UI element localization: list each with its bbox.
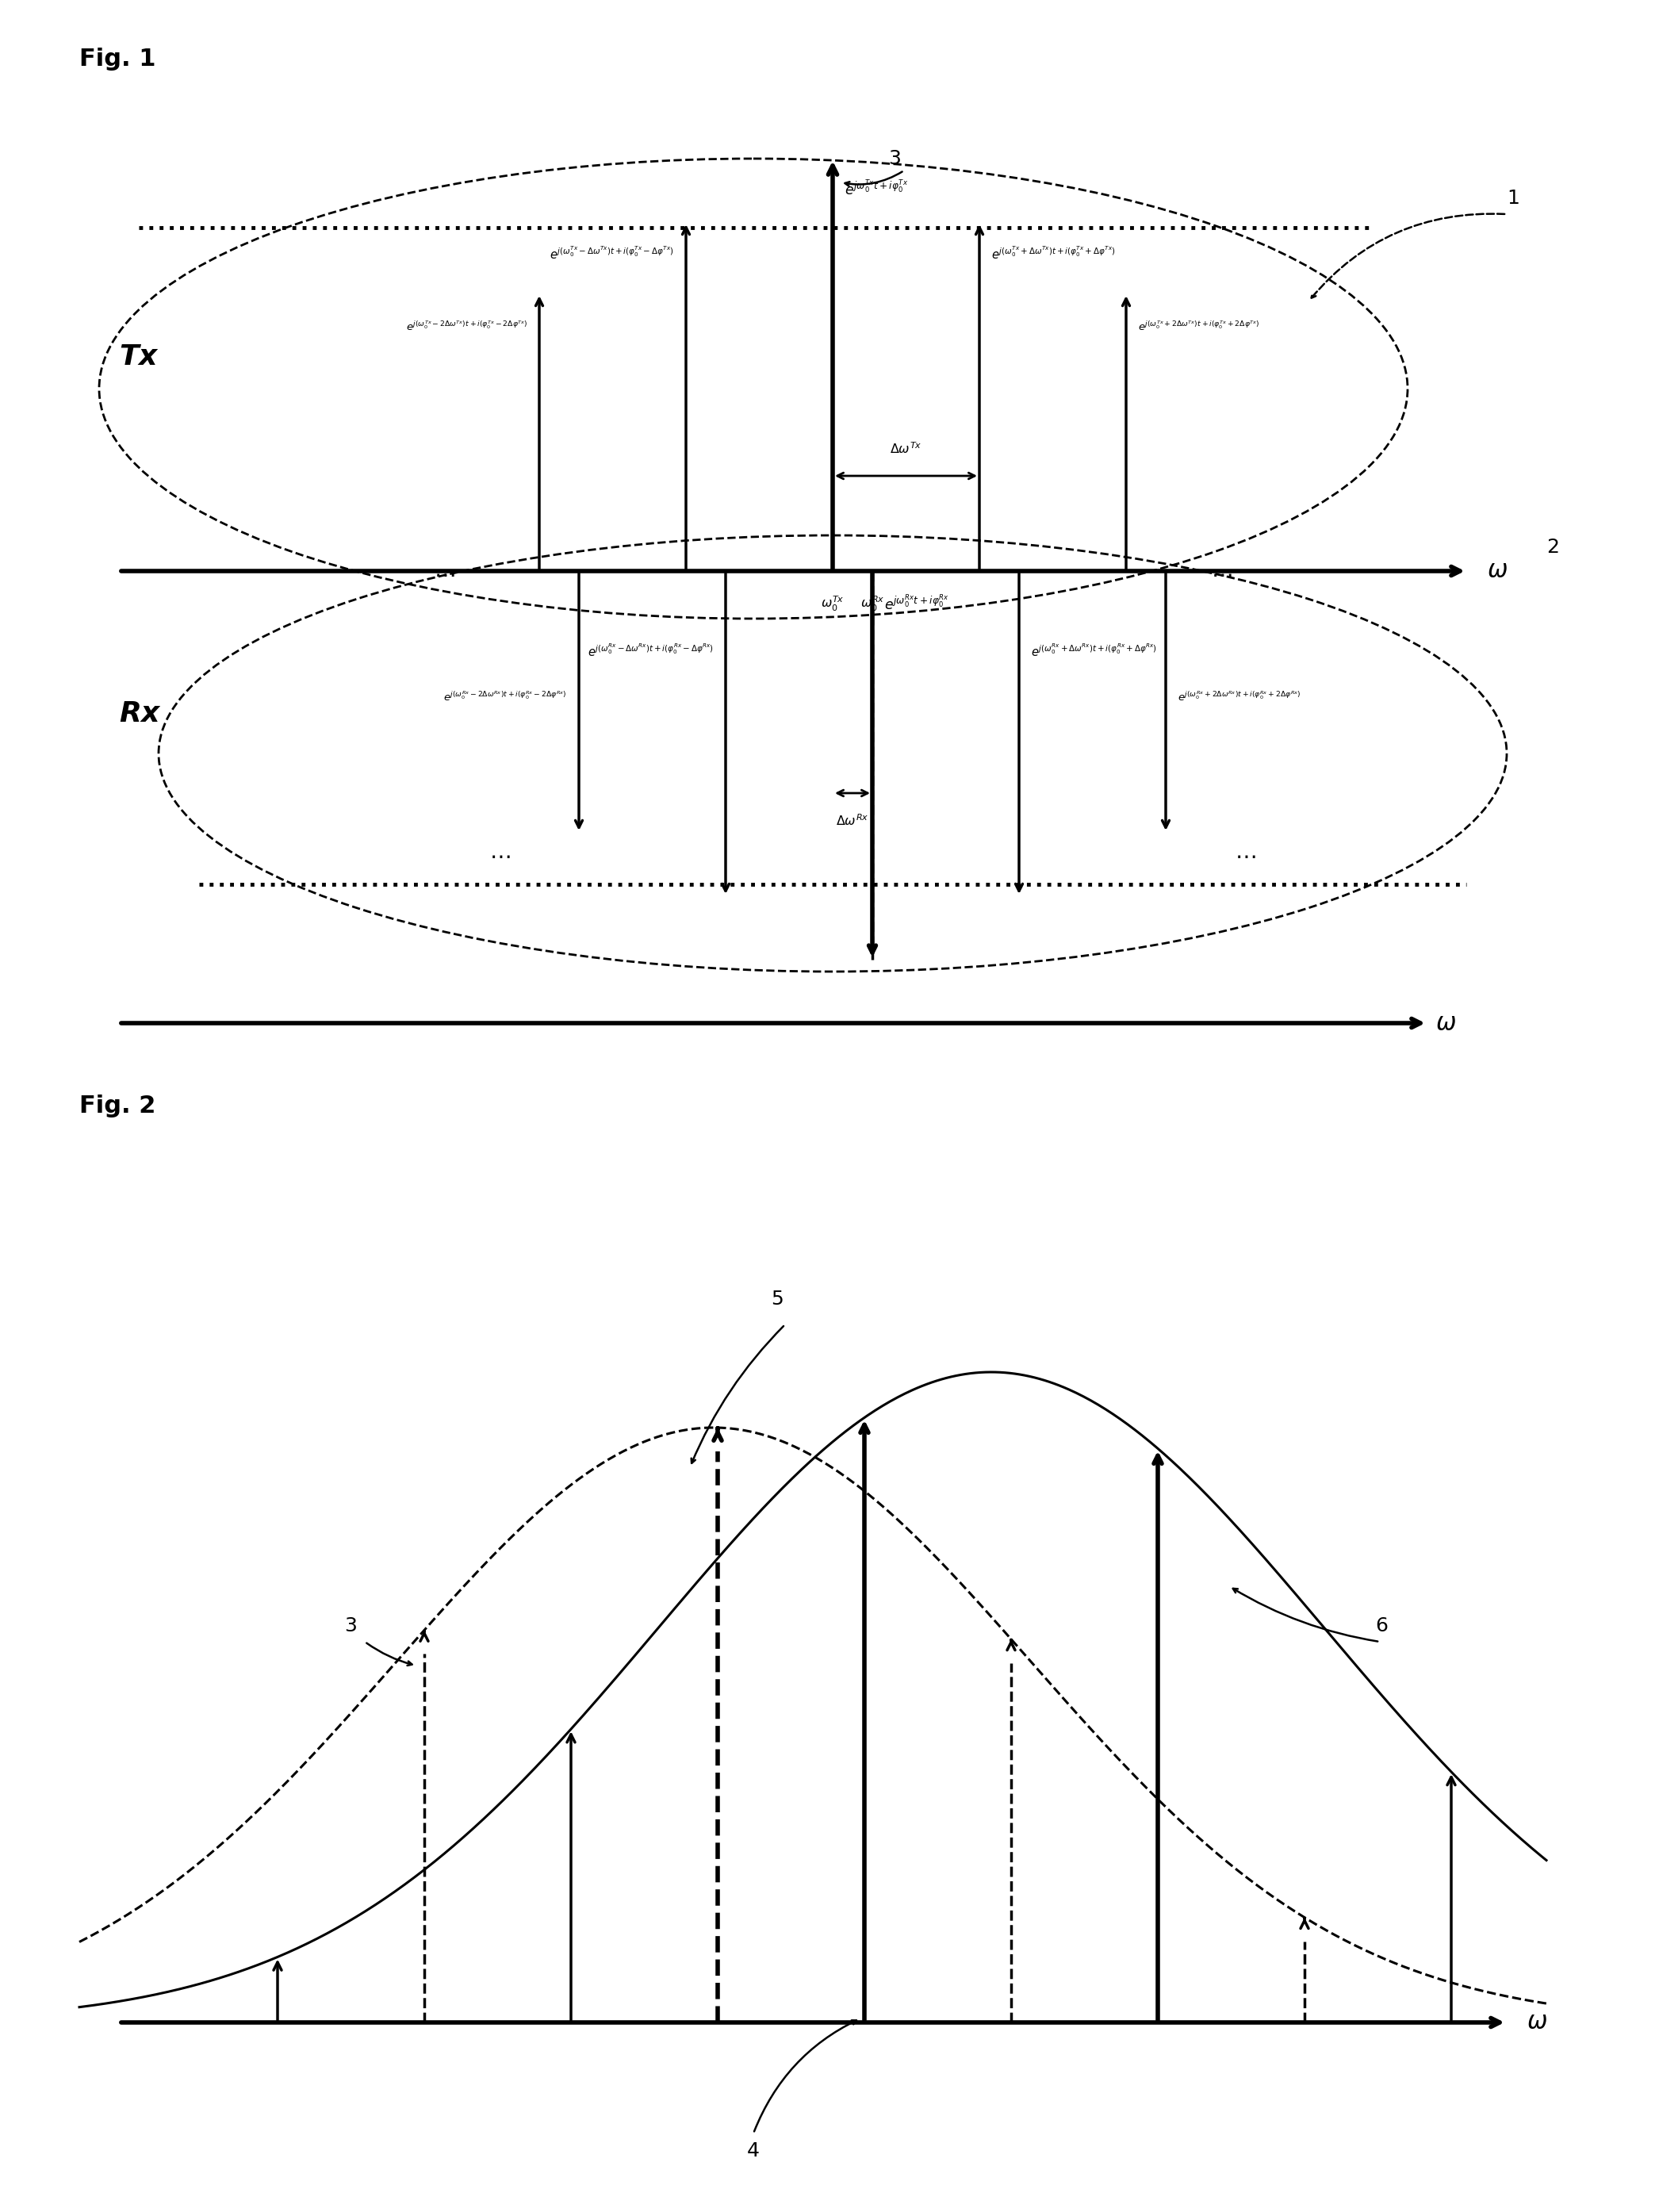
Text: 3: 3 xyxy=(888,148,901,168)
Text: 6: 6 xyxy=(1375,1617,1389,1635)
Text: 1: 1 xyxy=(1506,188,1520,208)
Text: $e^{j(\omega_0^{Rx}+\Delta\omega^{Rx})t+i(\varphi_0^{Rx}+\Delta\varphi^{Rx})}$: $e^{j(\omega_0^{Rx}+\Delta\omega^{Rx})t+… xyxy=(1030,641,1156,659)
Text: $\omega$: $\omega$ xyxy=(1435,1011,1457,1035)
Text: $\omega_0^{Rx}$: $\omega_0^{Rx}$ xyxy=(861,595,884,613)
Text: Fig. 1: Fig. 1 xyxy=(80,49,156,71)
Text: $e^{j\omega_0^{Rx}t+i\varphi_0^{Rx}}$: $e^{j\omega_0^{Rx}t+i\varphi_0^{Rx}}$ xyxy=(884,595,949,613)
Text: Fig. 2: Fig. 2 xyxy=(80,1095,156,1117)
Text: $\Delta\omega^{Rx}$: $\Delta\omega^{Rx}$ xyxy=(836,814,869,827)
Text: 3: 3 xyxy=(345,1617,357,1635)
Text: $e^{j(\omega_0^{Tx}+2\Delta\omega^{Tx})t+i(\varphi_0^{Tx}+2\Delta\varphi^{Tx})}$: $e^{j(\omega_0^{Tx}+2\Delta\omega^{Tx})t… xyxy=(1138,321,1259,334)
Text: $\mathbfit{Tx}$: $\mathbfit{Tx}$ xyxy=(119,343,159,369)
Text: $e^{j(\omega_0^{Tx}-\Delta\omega^{Tx})t+i(\varphi_0^{Tx}-\Delta\varphi^{Tx})}$: $e^{j(\omega_0^{Tx}-\Delta\omega^{Tx})t+… xyxy=(549,246,674,261)
Text: $e^{j(\omega_0^{Tx}-2\Delta\omega^{Tx})t+i(\varphi_0^{Tx}-2\Delta\varphi^{Tx})}$: $e^{j(\omega_0^{Tx}-2\Delta\omega^{Tx})t… xyxy=(406,321,528,334)
Text: 2: 2 xyxy=(1546,538,1559,557)
Text: $\cdots$: $\cdots$ xyxy=(489,845,511,867)
Text: 5: 5 xyxy=(771,1290,783,1310)
Text: $e^{j\omega_0^{Tx}t+i\varphi_0^{Tx}}$: $e^{j\omega_0^{Tx}t+i\varphi_0^{Tx}}$ xyxy=(844,179,907,199)
Text: $e^{j(\omega_0^{Tx}+\Delta\omega^{Tx})t+i(\varphi_0^{Tx}+\Delta\varphi^{Tx})}$: $e^{j(\omega_0^{Tx}+\Delta\omega^{Tx})t+… xyxy=(992,246,1115,261)
Text: $e^{j(\omega_0^{Rx}+2\Delta\omega^{Rx})t+i(\varphi_0^{Rx}+2\Delta\varphi^{Rx})}$: $e^{j(\omega_0^{Rx}+2\Delta\omega^{Rx})t… xyxy=(1178,690,1301,703)
Text: $\cdots$: $\cdots$ xyxy=(1211,564,1231,586)
Text: 4: 4 xyxy=(747,2141,760,2161)
Text: $\omega$: $\omega$ xyxy=(1526,2011,1548,2035)
Text: $e^{j(\omega_0^{Rx}-\Delta\omega^{Rx})t+i(\varphi_0^{Rx}-\Delta\varphi^{Rx})}$: $e^{j(\omega_0^{Rx}-\Delta\omega^{Rx})t+… xyxy=(587,641,713,659)
Text: $\cdots$: $\cdots$ xyxy=(433,564,455,586)
Text: $e^{j(\omega_0^{Rx}-2\Delta\omega^{Rx})t+i(\varphi_0^{Rx}-2\Delta\varphi^{Rx})}$: $e^{j(\omega_0^{Rx}-2\Delta\omega^{Rx})t… xyxy=(443,690,567,703)
Text: $\cdots$: $\cdots$ xyxy=(1234,845,1256,867)
Text: $\mathbfit{Rx}$: $\mathbfit{Rx}$ xyxy=(119,701,163,728)
Text: $\omega$: $\omega$ xyxy=(1486,560,1508,582)
Text: $\omega_0^{Tx}$: $\omega_0^{Tx}$ xyxy=(821,595,844,613)
Text: $\Delta\omega^{Tx}$: $\Delta\omega^{Tx}$ xyxy=(889,440,922,456)
